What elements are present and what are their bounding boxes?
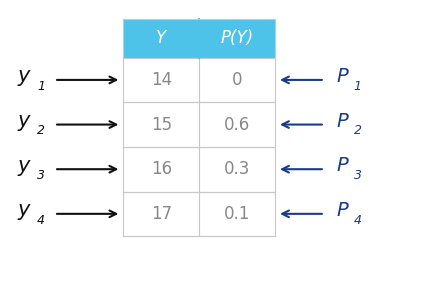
Text: 14: 14 (151, 71, 172, 89)
Text: P(Y): P(Y) (220, 29, 254, 47)
Text: 15: 15 (151, 115, 172, 134)
Text: 1: 1 (37, 80, 45, 93)
Text: 0.6: 0.6 (224, 115, 250, 134)
Text: 17: 17 (151, 205, 172, 223)
Text: y: y (18, 111, 30, 131)
Text: 16: 16 (151, 160, 172, 178)
Text: Y: Y (156, 29, 166, 47)
Text: P: P (336, 156, 348, 175)
Text: 3: 3 (354, 169, 362, 182)
Text: y: y (18, 67, 30, 86)
Text: 0.1: 0.1 (224, 205, 250, 223)
Text: 1: 1 (354, 80, 362, 93)
Text: y: y (18, 156, 30, 176)
Text: P: P (336, 112, 348, 130)
Text: 4: 4 (37, 214, 45, 227)
Text: 4: 4 (354, 214, 362, 227)
Text: P: P (336, 67, 348, 86)
Text: P: P (336, 201, 348, 220)
Text: 3: 3 (37, 169, 45, 182)
Text: 2: 2 (37, 124, 45, 137)
Text: 0.3: 0.3 (224, 160, 250, 178)
Bar (123, 19, 275, 58)
Text: 2: 2 (354, 124, 362, 137)
Text: 0: 0 (232, 71, 242, 89)
Text: y: y (18, 200, 30, 220)
